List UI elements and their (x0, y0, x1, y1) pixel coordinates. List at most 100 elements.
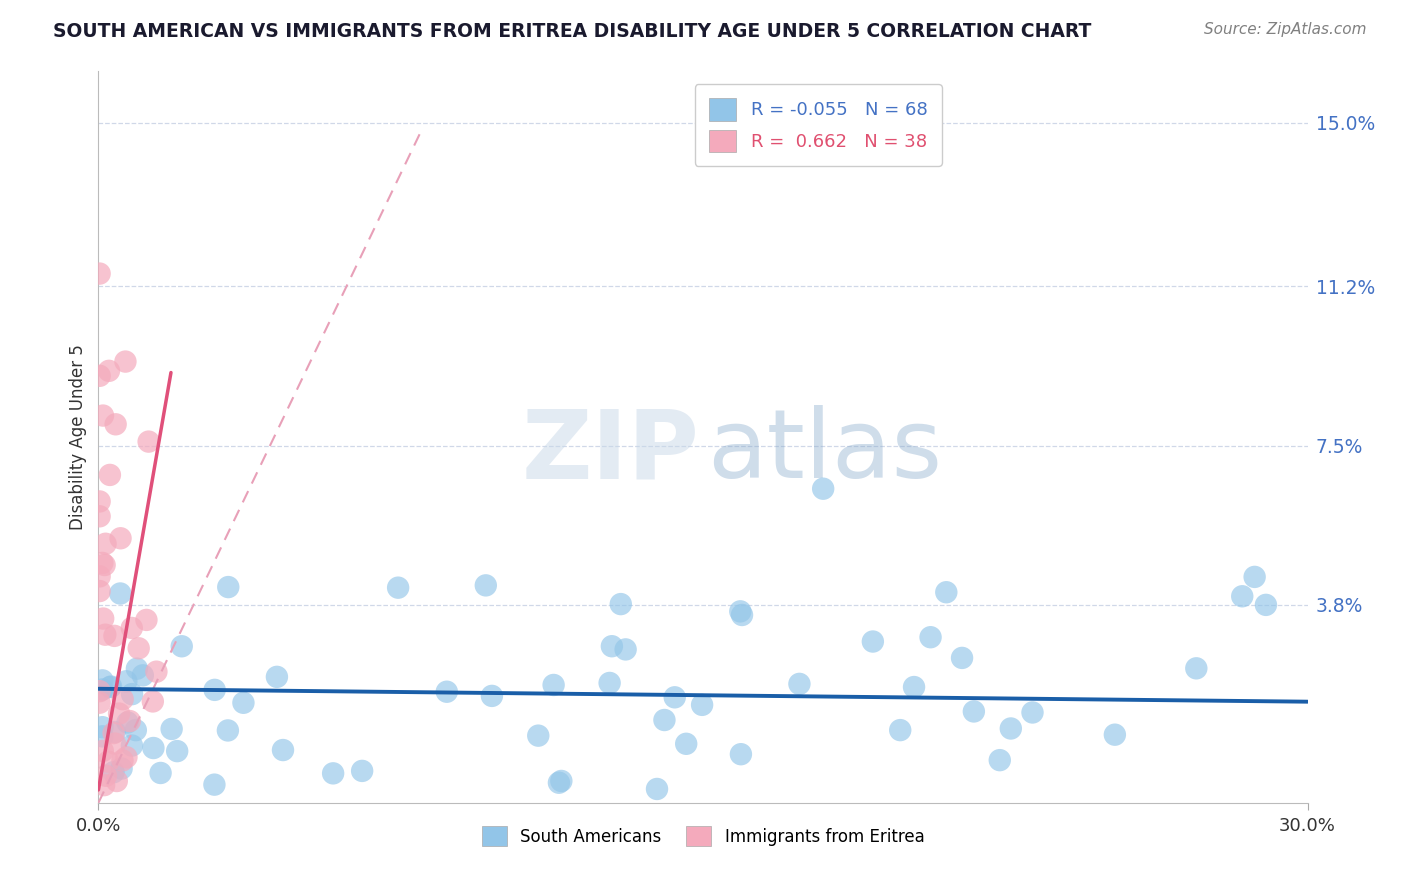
Point (110, 586, 132, 600)
Point (1185, 661, 1208, 675)
Point (789, 677, 811, 691)
Point (94, 628, 117, 642)
Point (527, 729, 550, 743)
Point (89, 684, 111, 698)
Point (654, 713, 676, 727)
Point (118, 714, 141, 728)
Point (1104, 728, 1126, 742)
Point (811, 482, 834, 496)
Point (138, 434, 160, 449)
Point (89, 696, 111, 710)
Point (903, 680, 925, 694)
Point (204, 778, 226, 792)
Legend: South Americans, Immigrants from Eritrea: South Americans, Immigrants from Eritrea (475, 820, 931, 853)
Point (217, 723, 239, 738)
Point (125, 662, 148, 676)
Point (1000, 722, 1022, 736)
Point (988, 753, 1011, 767)
Text: SOUTH AMERICAN VS IMMIGRANTS FROM ERITREA DISABILITY AGE UNDER 5 CORRELATION CHA: SOUTH AMERICAN VS IMMIGRANTS FROM ERITRE… (53, 22, 1092, 41)
Point (142, 741, 165, 756)
Point (105, 774, 128, 789)
Point (121, 621, 143, 635)
Point (436, 684, 458, 698)
Point (543, 678, 565, 692)
Y-axis label: Disability Age Under 5: Disability Age Under 5 (69, 344, 87, 530)
Point (645, 781, 668, 796)
Point (730, 747, 752, 762)
Point (142, 694, 165, 708)
Point (690, 698, 713, 712)
Point (675, 737, 697, 751)
Point (160, 722, 183, 736)
Point (91, 744, 114, 758)
Point (1232, 589, 1254, 603)
Point (387, 581, 409, 595)
Point (149, 766, 172, 780)
Point (550, 774, 572, 789)
Point (170, 640, 193, 654)
Point (132, 668, 155, 682)
Point (97, 755, 120, 769)
Point (110, 531, 132, 545)
Point (481, 689, 503, 703)
Point (91, 556, 114, 570)
Point (271, 743, 294, 757)
Point (91, 611, 114, 625)
Point (108, 706, 131, 721)
Text: atlas: atlas (707, 405, 942, 499)
Point (166, 744, 188, 758)
Point (103, 629, 125, 643)
Point (94, 537, 117, 551)
Point (89, 267, 111, 281)
Point (600, 639, 623, 653)
Point (232, 696, 254, 710)
Point (115, 674, 138, 689)
Point (111, 692, 134, 706)
Point (950, 651, 973, 665)
Point (730, 604, 752, 618)
Point (135, 613, 157, 627)
Point (91, 409, 114, 423)
Point (114, 354, 136, 368)
Point (93, 558, 115, 572)
Point (145, 665, 167, 679)
Point (103, 765, 125, 780)
Point (104, 737, 127, 751)
Point (599, 676, 621, 690)
Point (1021, 706, 1043, 720)
Point (121, 687, 143, 701)
Point (121, 739, 143, 753)
Text: ZIP: ZIP (522, 405, 699, 499)
Point (104, 417, 127, 432)
Text: Source: ZipAtlas.com: Source: ZipAtlas.com (1204, 22, 1367, 37)
Point (935, 585, 957, 599)
Point (91, 682, 114, 697)
Point (614, 642, 637, 657)
Point (89, 569, 111, 583)
Point (217, 580, 239, 594)
Point (352, 764, 374, 778)
Point (98, 467, 121, 482)
Point (89, 584, 111, 599)
Point (100, 680, 122, 694)
Point (110, 762, 132, 776)
Point (475, 578, 498, 592)
Point (97, 364, 120, 378)
Point (963, 705, 986, 719)
Point (548, 775, 571, 789)
Point (91, 729, 114, 743)
Point (731, 607, 754, 622)
Point (889, 723, 911, 738)
Point (920, 630, 942, 644)
Point (204, 682, 226, 697)
Point (111, 754, 134, 768)
Point (664, 690, 686, 705)
Point (98, 680, 121, 694)
Point (94, 769, 117, 783)
Point (322, 766, 344, 780)
Point (862, 634, 884, 648)
Point (610, 597, 633, 611)
Point (115, 750, 138, 764)
Point (89, 509, 111, 524)
Point (266, 670, 288, 684)
